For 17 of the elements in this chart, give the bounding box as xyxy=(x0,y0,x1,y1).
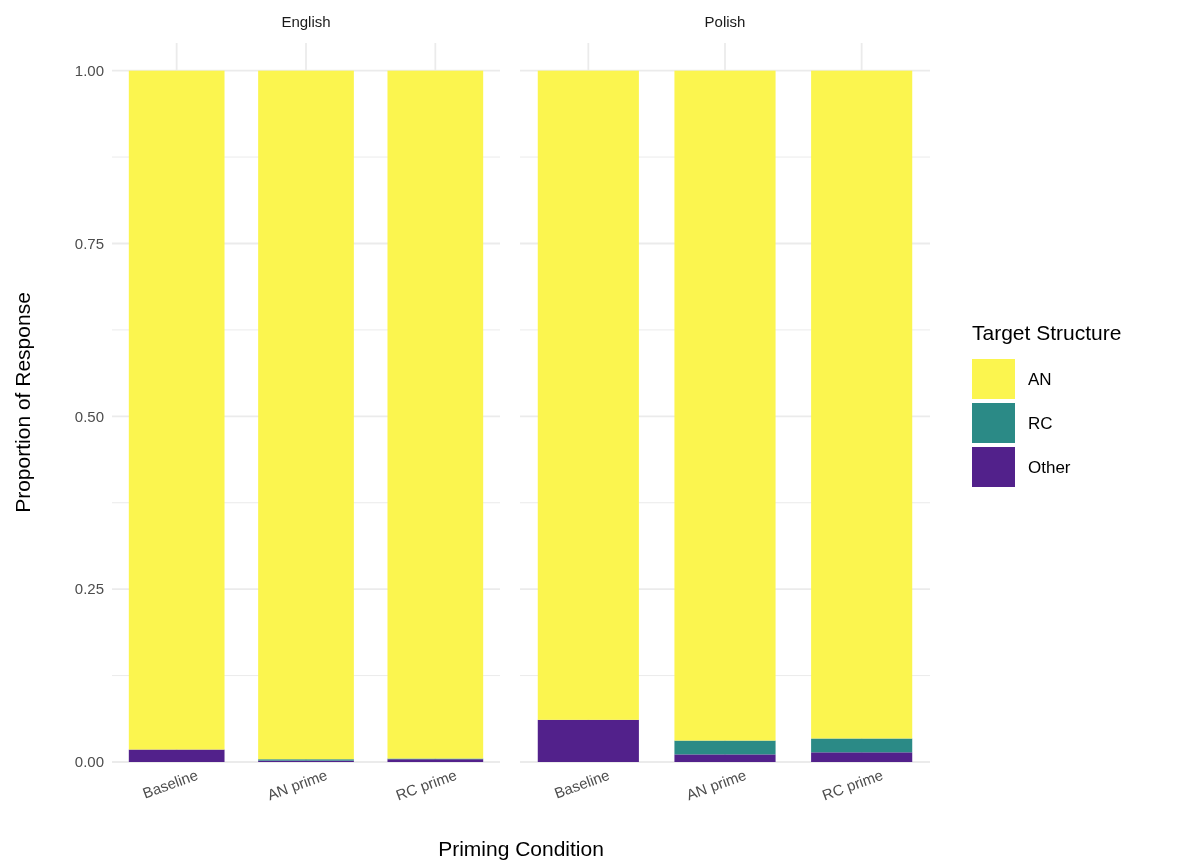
chart-title: English xyxy=(281,13,331,30)
legend-title: Target Structure xyxy=(972,321,1122,344)
y-tick-label: 0.50 xyxy=(74,407,104,425)
x-axis-title: Priming Condition xyxy=(438,837,604,860)
x-tick-label: RC prime xyxy=(393,765,459,804)
legend-label: AN xyxy=(1028,369,1052,389)
legend-label: Other xyxy=(1028,457,1071,477)
x-tick-label: RC prime xyxy=(819,765,886,804)
chart-title: Polish xyxy=(704,13,746,30)
x-tick-label: AN prime xyxy=(264,765,330,804)
y-tick-label: 1.00 xyxy=(74,61,104,79)
x-tick-label: AN prime xyxy=(683,765,749,804)
y-tick-label: 0.25 xyxy=(74,580,104,598)
y-tick-label: 0.75 xyxy=(74,234,104,252)
y-axis-title: Proportion of Response xyxy=(11,292,34,513)
legend-label: RC xyxy=(1028,413,1053,433)
y-tick-label: 0.00 xyxy=(74,753,104,771)
